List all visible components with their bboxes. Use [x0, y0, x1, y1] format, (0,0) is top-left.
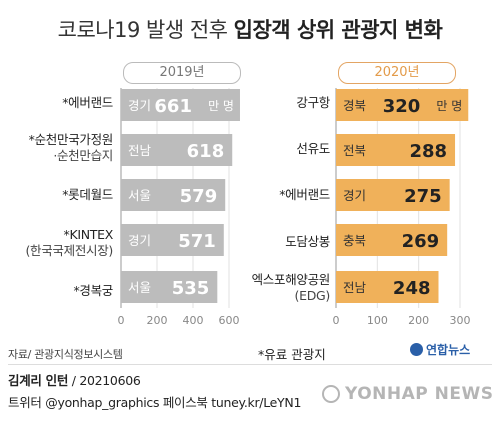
x-tick-label: 600 [219, 314, 240, 327]
bar [121, 134, 233, 166]
author-name: 김계리 인턴 [8, 373, 69, 388]
x-tick-label: 0 [118, 314, 125, 327]
left-category-name: *롯데월드 [62, 187, 113, 202]
yonhap-logo: 연합뉴스 [410, 341, 470, 358]
right-category-label: 도담상봉 [228, 234, 330, 250]
year-label-2019: 2019년 [123, 62, 241, 84]
bar [121, 89, 240, 121]
left-category-label: *KINTEX (한국국제전시장) [0, 227, 113, 259]
bar [336, 179, 450, 211]
right-category-name: 도담상봉 [285, 234, 330, 249]
value-label: 288 [409, 141, 447, 162]
chart-title-normal: 코로나19 발생 전후 [57, 18, 228, 42]
region-label: 전남 [343, 280, 367, 295]
value-label: 661 [154, 96, 192, 117]
left-category-sub: (한국국제전시장) [25, 243, 113, 258]
right-category-name: 선유도 [296, 141, 330, 156]
author-date: / 20210606 [68, 373, 141, 388]
x-tick-label: 300 [450, 314, 471, 327]
region-label: 전북 [343, 143, 366, 158]
author-line: 김계리 인턴 / 20210606 [8, 370, 141, 389]
x-tick-label: 200 [147, 314, 168, 327]
left-category-name: *에버랜드 [62, 95, 113, 110]
bar [336, 89, 469, 121]
left-category-label: *순천만국가정원 ·순천만습지 [0, 132, 114, 164]
left-category-label: *롯데월드 [0, 187, 113, 203]
region-label: 서울 [128, 280, 151, 295]
value-label: 571 [178, 231, 216, 252]
region-label: 경북 [343, 98, 366, 113]
paid-attraction-note: *유료 관광지 [258, 347, 326, 362]
right-category-label: *에버랜드 [228, 187, 330, 203]
x-tick-label: 0 [333, 314, 340, 327]
chart-title: 코로나19 발생 전후 입장객 상위 관광지 변화 [0, 14, 500, 44]
bar [121, 224, 224, 256]
watermark-text: YONHAP NEWS [345, 384, 494, 404]
footer-divider [8, 364, 492, 365]
region-label: 경기 [343, 188, 366, 203]
right-category-label: 엑스포해양공원 (EDG) [228, 272, 331, 304]
left-category-name: *순천만국가정원 [28, 132, 114, 147]
left-category-name: *경복궁 [73, 283, 113, 298]
yonhap-logo-icon [410, 343, 423, 356]
bar [121, 271, 218, 303]
unit-label: 만 명 [436, 99, 462, 113]
x-tick-label: 400 [183, 314, 204, 327]
value-label: 618 [187, 141, 225, 162]
right-category-name: 강구항 [296, 95, 330, 110]
value-label: 248 [393, 278, 431, 299]
watermark-icon [322, 385, 340, 403]
bar-charts: 0 200 400 600 경기 만 명 661 전남 618 서울 579 경기 571 서울 535 0 1… [118, 88, 471, 327]
right-category-sub: (EDG) [294, 288, 331, 303]
bar [336, 134, 456, 166]
x-tick-label: 100 [367, 314, 388, 327]
right-category-name: *에버랜드 [279, 187, 330, 202]
left-category-label: *경복궁 [0, 283, 113, 299]
left-category-label: *에버랜드 [0, 95, 113, 111]
value-label: 320 [383, 96, 421, 117]
bar [336, 224, 448, 256]
year-label-2020: 2020년 [338, 62, 456, 84]
x-tick-label: 200 [408, 314, 429, 327]
left-category-sub: ·순천만습지 [53, 148, 113, 163]
right-category-label: 강구항 [228, 95, 330, 111]
value-label: 269 [402, 231, 440, 252]
bar [121, 179, 226, 211]
source-text: 자료/ 관광지식정보시스템 [8, 348, 123, 361]
right-category-name: 엑스포해양공원 [251, 272, 331, 287]
region-label: 충북 [343, 233, 366, 248]
bar [336, 271, 439, 303]
value-label: 535 [172, 278, 210, 299]
value-label: 579 [180, 186, 218, 207]
region-label: 서울 [128, 188, 151, 203]
yonhap-watermark: YONHAP NEWS [322, 384, 493, 404]
region-label: 경기 [128, 98, 151, 113]
unit-label: 만 명 [208, 99, 234, 113]
chart-title-bold: 입장객 상위 관광지 변화 [233, 18, 443, 42]
region-label: 경기 [128, 233, 151, 248]
social-line: 트위터 @yonhap_graphics 페이스북 tuney.kr/LeYN1 [8, 395, 302, 410]
left-category-name: *KINTEX [63, 227, 114, 242]
right-category-label: 선유도 [228, 141, 330, 157]
value-label: 275 [404, 186, 442, 207]
yonhap-logo-text: 연합뉴스 [426, 343, 471, 357]
region-label: 전남 [128, 143, 152, 158]
